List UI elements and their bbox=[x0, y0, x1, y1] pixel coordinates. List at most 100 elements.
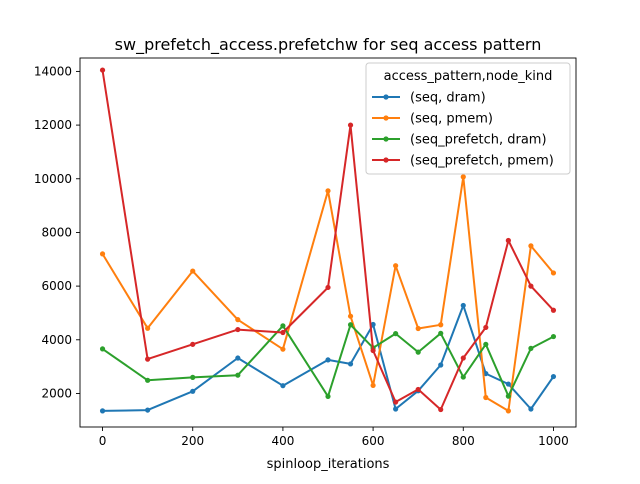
data-point bbox=[347, 361, 354, 367]
data-point bbox=[190, 374, 196, 380]
data-point bbox=[145, 325, 151, 331]
legend-marker bbox=[383, 115, 389, 121]
series-layer bbox=[99, 67, 557, 414]
x-tick-label: 200 bbox=[181, 434, 204, 448]
legend-box bbox=[365, 62, 571, 175]
data-point bbox=[325, 357, 331, 363]
data-point bbox=[505, 237, 511, 244]
y-tick-label: 10000 bbox=[34, 172, 72, 186]
data-point bbox=[528, 345, 534, 351]
data-point bbox=[505, 393, 511, 399]
data-point bbox=[325, 393, 331, 400]
plot-frame bbox=[79, 57, 577, 428]
series-line bbox=[101, 69, 555, 411]
data-point bbox=[393, 263, 399, 269]
data-point bbox=[280, 329, 286, 336]
data-point bbox=[550, 270, 557, 276]
y-tick-label: 8000 bbox=[41, 225, 72, 239]
x-tick-label: 0 bbox=[99, 434, 107, 448]
data-point bbox=[99, 408, 106, 414]
data-point bbox=[415, 386, 421, 393]
y-tick-label: 12000 bbox=[34, 118, 72, 132]
x-axis: 0 200 400 600 800 1000 bbox=[99, 427, 569, 448]
data-point bbox=[145, 377, 151, 383]
data-point bbox=[393, 399, 399, 405]
series-line bbox=[102, 304, 555, 412]
data-point bbox=[393, 406, 399, 412]
data-point bbox=[190, 388, 196, 394]
data-point bbox=[483, 341, 489, 347]
data-point bbox=[235, 355, 241, 361]
legend-marker bbox=[383, 94, 389, 100]
data-point bbox=[347, 322, 354, 328]
legend-label: (seq_prefetch, dram) bbox=[410, 133, 547, 148]
data-point bbox=[460, 174, 466, 180]
data-point bbox=[370, 321, 376, 328]
data-point bbox=[528, 283, 534, 289]
series-1 bbox=[99, 174, 557, 414]
data-point bbox=[325, 188, 331, 194]
legend-label: (seq, dram) bbox=[410, 91, 486, 106]
data-point bbox=[280, 323, 286, 329]
y-tick-label: 14000 bbox=[34, 64, 72, 78]
data-point bbox=[438, 330, 444, 336]
data-point bbox=[280, 383, 286, 389]
data-point bbox=[325, 284, 331, 291]
data-point bbox=[370, 347, 376, 354]
data-point bbox=[528, 243, 534, 249]
data-point bbox=[415, 325, 421, 332]
series-3 bbox=[99, 67, 557, 413]
data-point bbox=[99, 251, 106, 257]
data-point bbox=[550, 333, 557, 340]
series-line bbox=[101, 175, 555, 412]
x-axis-label: spinloop_iterations bbox=[267, 457, 390, 472]
data-point bbox=[145, 356, 151, 362]
y-axis: 2000 4000 6000 8000 10000 12000 14000 bbox=[34, 64, 80, 400]
chart-title: sw_prefetch_access.prefetchw for seq acc… bbox=[115, 35, 542, 55]
legend: access_pattern,node_kind (seq, dram) (seq… bbox=[365, 62, 571, 175]
y-tick-label: 6000 bbox=[41, 279, 72, 293]
data-point bbox=[347, 313, 354, 319]
data-point bbox=[483, 324, 489, 331]
data-point bbox=[460, 374, 466, 380]
data-point bbox=[550, 373, 557, 380]
data-point bbox=[460, 355, 466, 361]
data-point bbox=[438, 362, 444, 368]
data-point bbox=[235, 372, 241, 378]
data-point bbox=[438, 406, 444, 413]
x-tick-label: 1000 bbox=[538, 434, 569, 448]
data-point bbox=[99, 67, 106, 73]
x-tick-label: 600 bbox=[362, 434, 385, 448]
data-point bbox=[235, 326, 241, 333]
data-point bbox=[190, 268, 196, 274]
data-point bbox=[438, 322, 444, 328]
data-point bbox=[505, 408, 511, 414]
x-tick-label: 400 bbox=[271, 434, 294, 448]
data-point bbox=[483, 394, 489, 401]
data-point bbox=[347, 122, 354, 128]
legend-marker bbox=[383, 157, 389, 163]
legend-label: (seq, pmem) bbox=[410, 112, 493, 127]
data-point bbox=[528, 406, 534, 412]
x-tick-label: 800 bbox=[452, 434, 475, 448]
data-point bbox=[505, 381, 511, 387]
data-point bbox=[393, 331, 399, 337]
series-line bbox=[101, 323, 554, 398]
data-point bbox=[235, 317, 241, 323]
data-point bbox=[190, 341, 196, 347]
data-point bbox=[483, 370, 489, 377]
data-point bbox=[99, 346, 106, 352]
data-point bbox=[145, 407, 151, 413]
legend-marker bbox=[383, 136, 389, 142]
y-tick-label: 4000 bbox=[41, 333, 72, 347]
legend-label: (seq_prefetch, pmem) bbox=[410, 154, 554, 169]
data-point bbox=[280, 346, 286, 352]
series-0 bbox=[99, 302, 557, 414]
legend-title: access_pattern,node_kind bbox=[384, 69, 553, 84]
y-tick-label: 2000 bbox=[41, 386, 72, 400]
data-point bbox=[550, 307, 557, 313]
data-point bbox=[415, 349, 421, 355]
data-point bbox=[370, 382, 376, 389]
data-point bbox=[460, 302, 466, 309]
